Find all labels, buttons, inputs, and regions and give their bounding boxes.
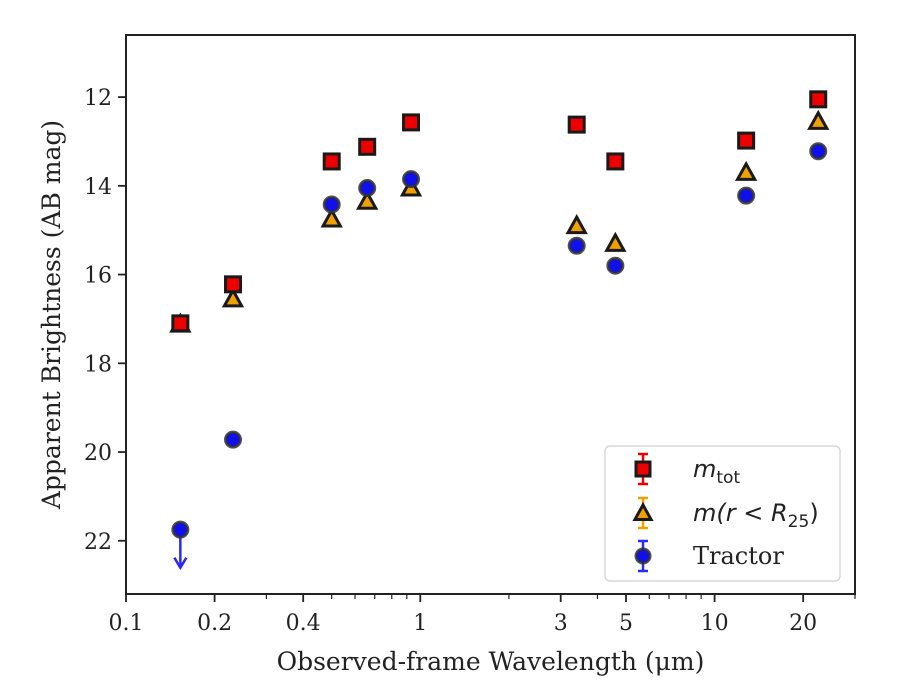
data-point xyxy=(221,287,245,308)
circle-marker xyxy=(737,186,756,205)
x-tick-label: 20 xyxy=(789,611,817,636)
data-point xyxy=(402,170,421,189)
triangle-marker xyxy=(565,214,588,235)
data-point xyxy=(734,160,758,181)
square-marker xyxy=(358,137,377,156)
data-point xyxy=(224,430,243,449)
data-point xyxy=(567,115,586,134)
data-point xyxy=(807,109,830,130)
data-point xyxy=(358,137,377,156)
circle-marker xyxy=(322,195,341,214)
legend-label: mtot xyxy=(693,455,740,488)
data-point xyxy=(565,214,588,235)
circle-marker xyxy=(606,256,625,275)
data-point xyxy=(224,275,243,294)
square-marker xyxy=(809,90,828,109)
plot-frame xyxy=(125,34,856,595)
data-point xyxy=(809,142,828,161)
data-point xyxy=(356,189,379,210)
legend-label: Tractor xyxy=(693,542,784,570)
circle-marker xyxy=(358,179,377,198)
square-marker xyxy=(171,314,190,333)
circle-marker xyxy=(224,430,243,449)
x-axis-label: Observed-frame Wavelength (μm) xyxy=(277,647,705,676)
data-point xyxy=(737,186,756,205)
axis-ticks: 0.1 0.2 0.4 1 3 5 10 20 12 14 16 18 20 22 xyxy=(84,86,856,636)
square-marker xyxy=(224,275,243,294)
legend-subscript: tot xyxy=(716,468,740,488)
data-point xyxy=(402,113,421,132)
x-tick-label: 5 xyxy=(619,611,633,636)
legend-marker xyxy=(634,460,652,478)
data-point xyxy=(171,520,190,539)
x-tick-label: 0.1 xyxy=(109,611,144,636)
legend-symbol: m xyxy=(693,455,716,483)
legend-box xyxy=(604,445,841,582)
legend-suffix: (r < R xyxy=(716,499,787,527)
data-point xyxy=(320,207,343,228)
legend-marker xyxy=(632,501,654,521)
legend-marker xyxy=(634,547,652,565)
data-point xyxy=(809,90,828,109)
y-tick-label: 16 xyxy=(84,264,112,289)
square-marker xyxy=(606,152,625,171)
data-point xyxy=(606,152,625,171)
triangle-marker xyxy=(807,109,830,130)
data-point xyxy=(171,314,190,333)
triangle-marker xyxy=(604,231,627,252)
square-marker xyxy=(322,152,341,171)
square-marker xyxy=(634,460,652,478)
data-point xyxy=(322,152,341,171)
legend-symbol: m xyxy=(693,499,716,527)
circle-marker xyxy=(809,142,828,161)
chart-marks xyxy=(169,90,830,571)
x-tick-label: 10 xyxy=(701,611,729,636)
y-tick-label: 18 xyxy=(84,352,112,377)
circle-marker xyxy=(634,547,652,565)
data-point xyxy=(322,195,341,214)
y-tick-label: 20 xyxy=(84,441,112,466)
data-point xyxy=(567,236,586,255)
triangle-marker xyxy=(734,160,758,181)
y-tick-label: 22 xyxy=(84,530,112,555)
data-point xyxy=(737,131,756,150)
square-marker xyxy=(567,115,586,134)
upper-limit-head xyxy=(173,557,188,571)
triangle-marker xyxy=(356,189,379,210)
y-axis-label: Apparent Brightness (AB mag) xyxy=(37,120,66,510)
data-point xyxy=(358,179,377,198)
circle-marker xyxy=(171,520,190,539)
triangle-marker xyxy=(320,207,343,228)
legend-suffix-end: ) xyxy=(809,499,818,527)
circle-marker xyxy=(402,170,421,189)
x-tick-label: 3 xyxy=(554,611,568,636)
triangle-marker xyxy=(632,501,654,521)
legend-label: m(r < R25) xyxy=(693,499,819,532)
x-tick-label: 0.2 xyxy=(197,611,232,636)
circle-marker xyxy=(567,236,586,255)
square-marker xyxy=(737,131,756,150)
data-point xyxy=(604,231,627,252)
x-tick-label: 0.4 xyxy=(286,611,321,636)
square-marker xyxy=(402,113,421,132)
triangle-marker xyxy=(221,287,245,308)
y-tick-label: 14 xyxy=(84,175,112,200)
legend-suffix-sub: 25 xyxy=(788,512,810,532)
y-tick-label: 12 xyxy=(84,86,112,111)
x-tick-label: 1 xyxy=(413,611,427,636)
data-point xyxy=(606,256,625,275)
